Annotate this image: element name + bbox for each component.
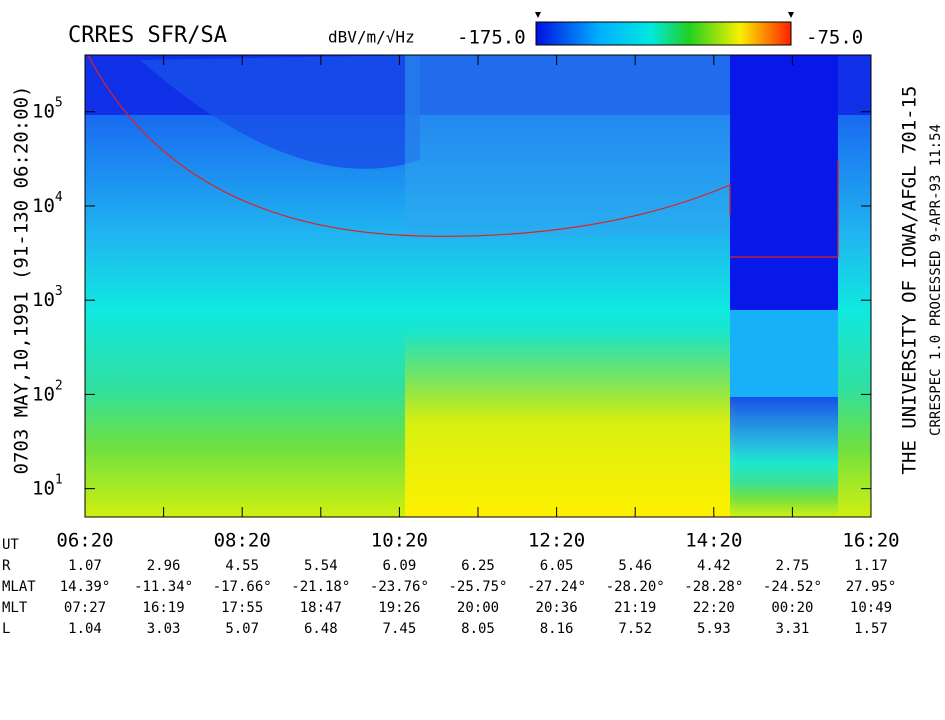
ephemeris-value: 07:27	[64, 600, 106, 616]
ephemeris-value: 5.46	[618, 558, 652, 574]
ephemeris-value: 3.03	[147, 621, 181, 637]
ephemeris-value: 20:00	[457, 600, 499, 616]
ephemeris-value: 1.57	[854, 621, 888, 637]
ephemeris-value: 6.09	[383, 558, 417, 574]
colorbar	[535, 21, 792, 46]
ephemeris-value: -11.34°	[134, 579, 193, 595]
y-tick-exponent: 4	[55, 189, 63, 204]
colorbar-max: -75.0	[806, 27, 863, 49]
ephemeris-value: 4.42	[697, 558, 731, 574]
ephemeris-value: 2.75	[776, 558, 810, 574]
ephemeris-value: -28.20°	[606, 579, 665, 595]
ephemeris-value: -27.24°	[527, 579, 586, 595]
ephemeris-value: 5.93	[697, 621, 731, 637]
y-tick-label: 101	[32, 472, 63, 499]
y-tick-base: 10	[32, 194, 55, 216]
ephemeris-value: 4.55	[225, 558, 259, 574]
ephemeris-value: -25.75°	[448, 579, 507, 595]
ephemeris-value: -21.18°	[291, 579, 350, 595]
ephemeris-name: L	[2, 621, 10, 637]
ephemeris-value: 21:19	[614, 600, 656, 616]
ephemeris-value: 10:49	[850, 600, 892, 616]
ephemeris-value: 1.17	[854, 558, 888, 574]
x-tick-label: 16:20	[842, 530, 899, 552]
ephemeris-value: 17:55	[221, 600, 263, 616]
x-tick-label: 12:20	[528, 530, 585, 552]
x-tick-label: 06:20	[56, 530, 113, 552]
ephemeris-value: 3.31	[776, 621, 810, 637]
ephemeris-value: 6.05	[540, 558, 574, 574]
y-tick-exponent: 5	[55, 95, 63, 110]
y-tick-label: 105	[32, 95, 63, 122]
y-tick-label: 104	[32, 189, 63, 216]
ephemeris-value: 27.95°	[846, 579, 897, 595]
ephemeris-value: 5.54	[304, 558, 338, 574]
ephemeris-value: 1.04	[68, 621, 102, 637]
ephemeris-value: 14.39°	[60, 579, 111, 595]
x-tick-label: 08:20	[214, 530, 271, 552]
x-axis-label: UT	[2, 537, 19, 553]
ephemeris-value: 00:20	[771, 600, 813, 616]
y-tick-base: 10	[32, 289, 55, 311]
x-tick-label: 14:20	[685, 530, 742, 552]
colorbar-min: -175.0	[457, 27, 526, 49]
y-tick-exponent: 3	[55, 284, 63, 299]
ephemeris-value: 7.45	[383, 621, 417, 637]
ephemeris-name: MLAT	[2, 579, 36, 595]
ephemeris-value: 8.05	[461, 621, 495, 637]
ephemeris-value: 19:26	[378, 600, 420, 616]
ephemeris-value: 22:20	[693, 600, 735, 616]
ephemeris-value: -24.52°	[763, 579, 822, 595]
ephemeris-value: 7.52	[618, 621, 652, 637]
y-tick-exponent: 1	[55, 472, 63, 487]
ephemeris-value: 6.25	[461, 558, 495, 574]
ephemeris-value: -17.66°	[213, 579, 272, 595]
ephemeris-value: 1.07	[68, 558, 102, 574]
y-tick-label: 103	[32, 284, 63, 311]
ephemeris-value: 6.48	[304, 621, 338, 637]
ephemeris-value: -28.28°	[684, 579, 743, 595]
right-label: THE UNIVERSITY OF IOWA/AFGL 701-15	[899, 86, 921, 475]
y-tick-base: 10	[32, 477, 55, 499]
y-tick-base: 10	[32, 383, 55, 405]
ephemeris-value: 8.16	[540, 621, 574, 637]
chart-title: CRRES SFR/SA	[68, 23, 227, 48]
colorbar-units: dBV/m/√Hz	[328, 28, 415, 47]
ephemeris-value: -23.76°	[370, 579, 429, 595]
y-tick-label: 102	[32, 378, 63, 405]
spectrogram	[85, 54, 871, 517]
colorbar-markers	[535, 12, 794, 18]
ephemeris-value: 2.96	[147, 558, 181, 574]
ephemeris-value: 16:19	[143, 600, 185, 616]
ephemeris-value: 18:47	[300, 600, 342, 616]
y-tick-base: 10	[32, 100, 55, 122]
left-label: 0703 MAY,10,1991 (91-130 06:20:00)	[11, 86, 33, 475]
ephemeris-value: 5.07	[225, 621, 259, 637]
ephemeris-name: R	[2, 558, 11, 574]
ephemeris-value: 20:36	[536, 600, 578, 616]
y-tick-exponent: 2	[55, 378, 63, 393]
ephemeris-name: MLT	[2, 600, 28, 616]
x-tick-label: 10:20	[371, 530, 428, 552]
right-sublabel: CRRESPEC 1.0 PROCESSED 9-APR-93 11:54	[928, 124, 944, 436]
